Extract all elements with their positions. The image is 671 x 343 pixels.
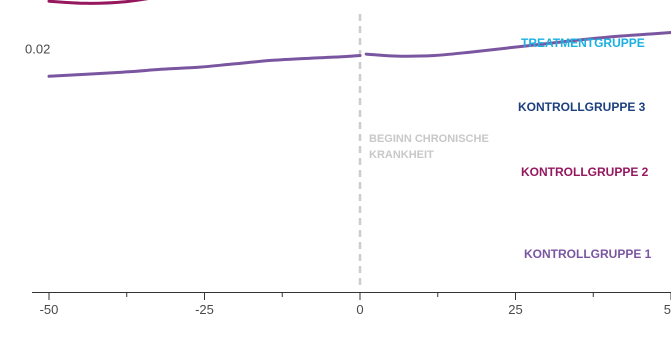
x-tick-label: 25 xyxy=(508,302,522,317)
series-label: KONTROLLGRUPPE 2 xyxy=(521,165,649,179)
y-axis: 0.020.030.040.05 xyxy=(25,42,50,57)
series-label: KONTROLLGRUPPE 1 xyxy=(524,247,652,261)
annotation: BEGINN CHRONISCHE KRANKHEIT xyxy=(358,14,489,290)
series-label: TREATMENTGRUPPE xyxy=(521,36,645,50)
x-tick-label: 0 xyxy=(356,302,363,317)
annotation-text-line-1: BEGINN CHRONISCHE xyxy=(369,133,489,145)
series-labels: TREATMENTGRUPPE KONTROLLGRUPPE 3 KONTROLLG… xyxy=(518,36,652,261)
x-tick-label: 50 xyxy=(664,302,671,317)
y-tick-label: 0.02 xyxy=(25,42,50,57)
series-label: KONTROLLGRUPPE 3 xyxy=(518,100,646,114)
x-tick-label: -50 xyxy=(40,302,59,317)
x-axis: -50 -25 0 25 50 xyxy=(32,292,671,317)
annotation-text-line-2: KRANKHEIT xyxy=(369,149,434,161)
series-4 xyxy=(47,31,671,78)
series-3 xyxy=(47,0,149,5)
series-line-after xyxy=(364,31,671,58)
series-line-before xyxy=(47,0,149,5)
series-group xyxy=(47,0,671,78)
x-tick-label: -25 xyxy=(195,302,214,317)
series-line-before xyxy=(47,54,362,78)
